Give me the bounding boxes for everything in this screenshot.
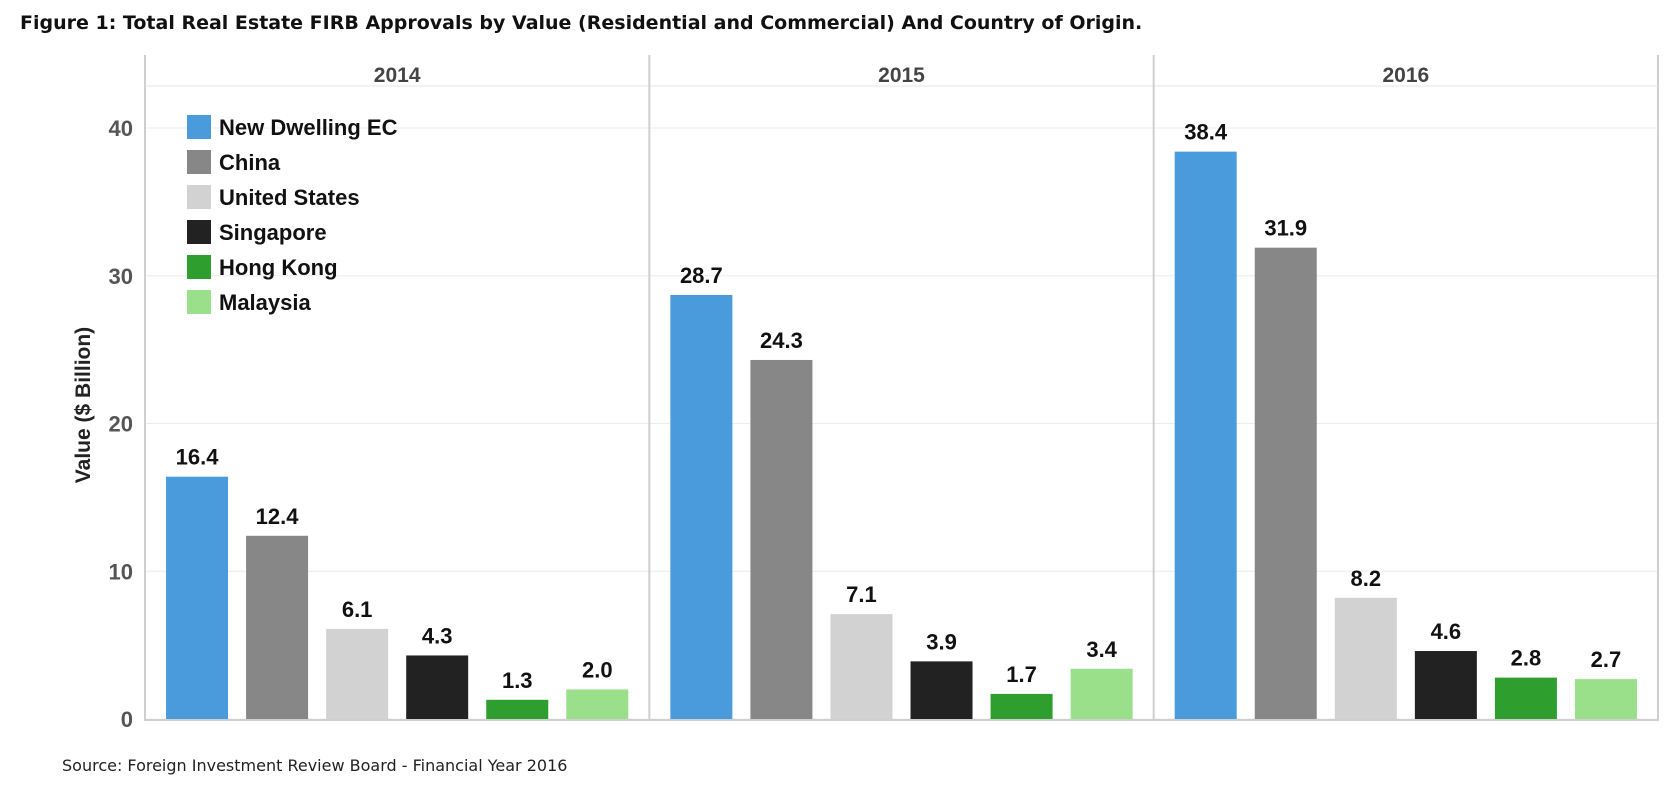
panel-label-2015: 2015 [878, 64, 925, 87]
bar-2015-united-states [830, 614, 893, 719]
bar-2016-singapore [1414, 651, 1477, 719]
bar-2014-china [246, 535, 309, 719]
bar-label-2015-hong-kong: 1.7 [1006, 662, 1037, 687]
y-tick-label-20: 20 [109, 412, 133, 437]
faceted-bar-chart: 0 10 20 30 40 2014 16.4 12.4 6.1 4.3 1.3 2.0 2015 28.… [72, 55, 1659, 732]
bar-2016-china [1254, 247, 1317, 720]
legend-label-new-dwelling-ec: New Dwelling EC [219, 115, 398, 140]
bar-2015-malaysia [1070, 668, 1133, 719]
bar-2014-new-dwelling-ec [166, 476, 229, 719]
bar-label-2014-china: 12.4 [256, 504, 300, 529]
panel-label-2014: 2014 [374, 64, 421, 87]
bar-label-2015-united-states: 7.1 [846, 582, 877, 607]
legend-label-hong-kong: Hong Kong [219, 255, 338, 280]
y-axis-title: Value ($ Billion) [72, 327, 95, 483]
bar-2015-singapore [910, 661, 973, 719]
source-note: Source: Foreign Investment Review Board … [62, 756, 568, 775]
bar-label-2014-malaysia: 2.0 [582, 657, 613, 682]
legend-swatch-united-states [187, 185, 211, 209]
bar-label-2014-new-dwelling-ec: 16.4 [176, 445, 220, 470]
bar-2015-china [750, 359, 813, 719]
bar-2015-new-dwelling-ec [670, 294, 733, 719]
figure-title: Figure 1: Total Real Estate FIRB Approva… [20, 12, 1143, 34]
legend-swatch-singapore [187, 220, 211, 244]
bar-2015-hong-kong [990, 693, 1053, 719]
bar-label-2015-china: 24.3 [760, 328, 803, 353]
bar-2014-united-states [326, 628, 389, 719]
bar-2016-new-dwelling-ec [1174, 151, 1237, 719]
legend-label-china: China [219, 150, 281, 175]
bar-label-2015-new-dwelling-ec: 28.7 [680, 263, 723, 288]
legend-swatch-china [187, 150, 211, 174]
panel-label-2016: 2016 [1382, 64, 1429, 87]
y-tick-label-30: 30 [109, 264, 133, 289]
bar-label-2016-united-states: 8.2 [1351, 566, 1382, 591]
y-tick-label-40: 40 [109, 116, 133, 141]
bar-2014-singapore [406, 655, 469, 719]
bar-2014-hong-kong [486, 699, 549, 719]
y-tick-label-0: 0 [121, 707, 133, 732]
legend-swatch-new-dwelling-ec [187, 115, 211, 139]
bar-label-2016-new-dwelling-ec: 38.4 [1184, 120, 1228, 145]
bar-label-2015-singapore: 3.9 [926, 629, 957, 654]
bar-label-2016-china: 31.9 [1264, 216, 1307, 241]
bar-label-2014-hong-kong: 1.3 [502, 668, 533, 693]
legend-swatch-malaysia [187, 290, 211, 314]
bar-2016-united-states [1334, 597, 1397, 719]
bar-label-2014-singapore: 4.3 [422, 623, 453, 648]
bar-label-2016-singapore: 4.6 [1431, 619, 1462, 644]
bar-2014-malaysia [566, 689, 629, 719]
bar-label-2016-malaysia: 2.7 [1591, 647, 1622, 672]
bar-2016-hong-kong [1494, 677, 1557, 719]
bar-label-2014-united-states: 6.1 [342, 597, 373, 622]
legend-swatch-hong-kong [187, 255, 211, 279]
bar-label-2016-hong-kong: 2.8 [1511, 646, 1542, 671]
bar-2016-malaysia [1574, 679, 1637, 719]
legend-label-malaysia: Malaysia [219, 290, 311, 315]
legend-label-singapore: Singapore [219, 220, 327, 245]
y-tick-label-10: 10 [109, 559, 133, 584]
legend-label-united-states: United States [219, 185, 360, 210]
bar-label-2015-malaysia: 3.4 [1086, 637, 1117, 662]
